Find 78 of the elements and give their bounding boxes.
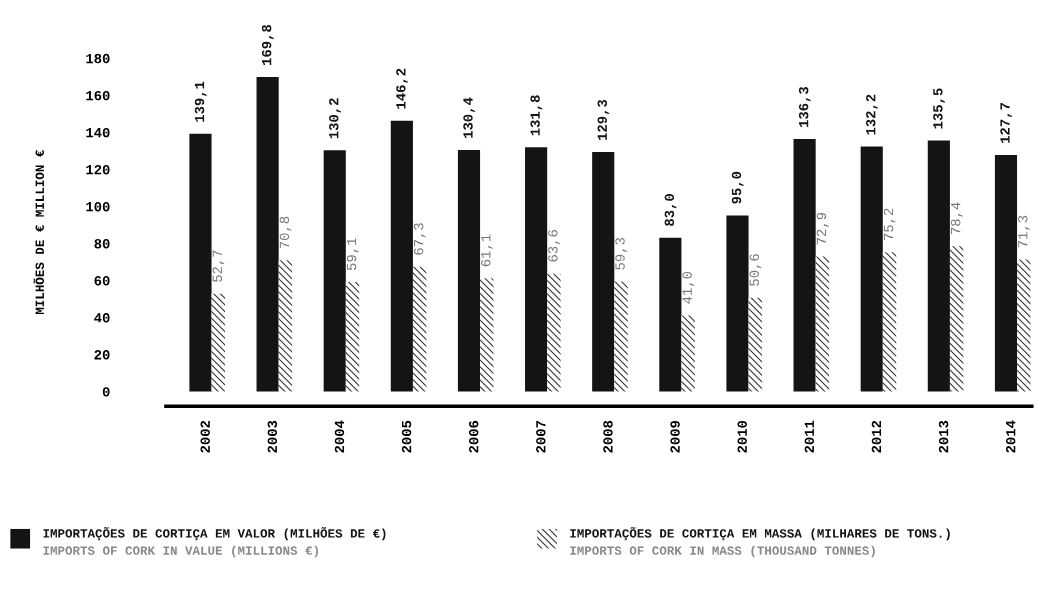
bar xyxy=(927,140,950,392)
x-tick-label: 2005 xyxy=(401,420,412,453)
bar xyxy=(748,297,762,392)
data-label: 130,2 xyxy=(329,98,341,139)
data-label: 63,6 xyxy=(548,230,560,262)
data-label: 139,1 xyxy=(194,81,207,122)
data-label: 50,6 xyxy=(749,254,762,286)
y-tick-label: 40 xyxy=(94,313,110,323)
data-label: 67,3 xyxy=(413,223,426,255)
bar xyxy=(525,147,548,392)
bar xyxy=(793,139,816,392)
x-tick-label: 2008 xyxy=(603,420,613,453)
data-label: 132,2 xyxy=(866,94,878,135)
y-tick-label: 20 xyxy=(94,350,110,360)
data-label: 146,2 xyxy=(396,68,408,109)
bar xyxy=(681,315,695,392)
y-tick-label: 100 xyxy=(86,201,110,212)
data-label: 169,8 xyxy=(261,24,274,65)
y-tick-label: 120 xyxy=(86,164,110,175)
x-tick-label: 2009 xyxy=(670,420,680,453)
y-tick-label: 0 xyxy=(102,387,110,397)
bar xyxy=(345,281,360,392)
bar xyxy=(480,278,494,392)
data-label: 72,9 xyxy=(816,212,829,245)
data-label: 59,1 xyxy=(346,238,359,270)
bar xyxy=(256,77,279,392)
y-tick-label: 140 xyxy=(86,127,110,138)
data-label: 135,5 xyxy=(933,88,945,129)
data-label: 95,0 xyxy=(731,171,744,204)
data-label: 59,3 xyxy=(615,238,628,270)
data-label: 127,7 xyxy=(1000,103,1013,143)
x-tick-label: 2006 xyxy=(468,420,479,453)
y-tick-label: 160 xyxy=(86,90,110,101)
data-label: 131,8 xyxy=(530,95,543,136)
x-tick-label: 2007 xyxy=(536,421,546,453)
bar xyxy=(189,133,212,392)
data-label: 41,0 xyxy=(682,271,695,304)
data-label: 61,1 xyxy=(481,234,493,267)
x-tick-label: 2011 xyxy=(804,420,815,453)
data-label: 78,4 xyxy=(950,202,963,235)
data-label: 70,8 xyxy=(279,216,292,249)
bar xyxy=(949,246,964,392)
bar xyxy=(592,151,615,392)
x-tick-label: 2012 xyxy=(871,420,882,453)
bar xyxy=(1017,259,1031,392)
data-label: 83,0 xyxy=(664,194,677,226)
x-tick-label: 2002 xyxy=(200,420,210,453)
x-tick-label: 2004 xyxy=(334,420,345,453)
bar xyxy=(278,260,293,392)
bar xyxy=(323,150,346,392)
y-tick-label: 60 xyxy=(94,276,110,286)
bar xyxy=(412,266,427,392)
data-label: 129,3 xyxy=(597,99,610,140)
bar xyxy=(457,149,481,392)
bar xyxy=(614,281,628,392)
x-tick-label: 2014 xyxy=(1005,420,1016,453)
data-label: 52,7 xyxy=(212,250,225,282)
bar xyxy=(390,120,413,392)
bar xyxy=(815,256,830,392)
bar xyxy=(211,293,225,392)
data-label: 75,2 xyxy=(883,208,896,240)
y-tick-label: 180 xyxy=(86,53,110,64)
bar xyxy=(882,252,897,392)
x-tick-label: 2010 xyxy=(737,420,747,453)
bar xyxy=(547,273,561,392)
y-tick-label: 80 xyxy=(94,239,110,249)
bar xyxy=(726,215,749,392)
x-tick-label: 2013 xyxy=(938,420,949,453)
data-label: 130,4 xyxy=(463,97,476,138)
x-tick-label: 2003 xyxy=(267,420,278,453)
legend-label: IMPORTAÇÕES DE CORTIÇA EM MASSA (MILHARES DE TONS.) IMPORTS OF CORK IN MASS (THOUSAND TONNES) xyxy=(570,527,950,558)
y-axis-title: MILHÕES DE € MILLION € xyxy=(33,149,44,315)
bar xyxy=(659,237,682,392)
bar xyxy=(994,154,1018,392)
bar xyxy=(860,146,883,392)
legend-label: IMPORTAÇÕES DE CORTIÇA EM VALOR (MILHÕES DE €) IMPORTS OF CORK IN VALUE (MILLIONS €) xyxy=(43,527,386,558)
data-label: 71,3 xyxy=(1018,215,1030,248)
data-label: 136,3 xyxy=(798,86,811,127)
